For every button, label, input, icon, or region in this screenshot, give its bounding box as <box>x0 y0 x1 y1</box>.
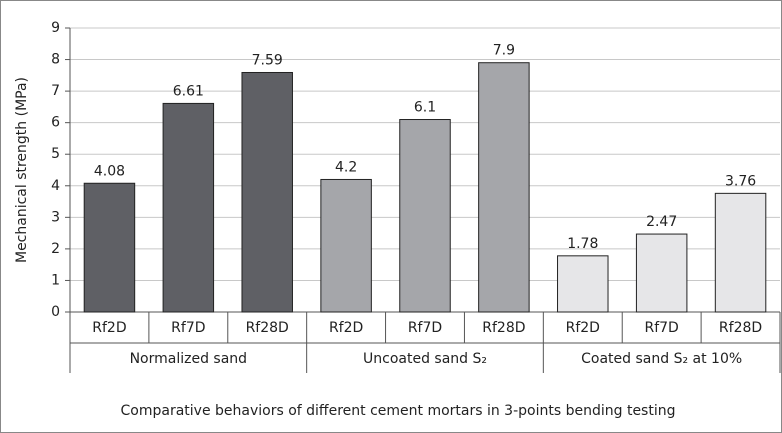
x-tick-label: Rf28D <box>246 320 289 336</box>
value-label: 7.59 <box>252 52 283 68</box>
group-label: Uncoated sand S₂ <box>363 351 487 367</box>
x-tick-label: Rf2D <box>566 320 600 336</box>
group-label: Normalized sand <box>130 351 247 367</box>
x-tick-label: Rf2D <box>92 320 126 336</box>
x-tick-label: Rf7D <box>644 320 678 336</box>
value-label: 4.2 <box>335 159 357 175</box>
y-tick-label: 7 <box>51 83 60 99</box>
x-tick-label: Rf28D <box>719 320 762 336</box>
value-label: 1.78 <box>567 236 598 252</box>
bar <box>478 62 530 313</box>
y-tick-label: 6 <box>51 115 60 131</box>
x-tick-label: Rf7D <box>408 320 442 336</box>
bar <box>635 233 688 313</box>
y-tick-label: 3 <box>51 209 60 225</box>
y-tick-label: 1 <box>51 272 60 288</box>
value-label: 7.9 <box>493 43 515 59</box>
value-label: 6.61 <box>173 83 204 99</box>
x-tick-label: Rf7D <box>171 320 205 336</box>
x-tick-label: Rf2D <box>329 320 363 336</box>
y-tick-label: 8 <box>51 52 60 68</box>
y-tick-label: 4 <box>51 178 60 194</box>
bar <box>399 119 451 313</box>
value-label: 6.1 <box>414 100 436 116</box>
value-label: 2.47 <box>646 214 677 230</box>
value-label: 3.76 <box>725 173 756 189</box>
y-tick-label: 0 <box>51 304 60 320</box>
y-tick-label: 9 <box>51 20 60 36</box>
bar <box>320 178 372 313</box>
y-tick-label: 5 <box>51 146 60 162</box>
x-tick-label: Rf28D <box>482 320 525 336</box>
x-axis-label: Comparative behaviors of different cemen… <box>121 403 676 419</box>
y-axis-label: Mechanical strength (MPa) <box>14 77 30 263</box>
bar <box>557 255 609 313</box>
bar <box>162 102 215 313</box>
value-label: 4.08 <box>94 163 125 179</box>
y-tick-label: 2 <box>51 241 60 257</box>
group-label: Coated sand S₂ at 10% <box>581 351 742 367</box>
bar <box>714 192 767 313</box>
bar <box>83 182 136 313</box>
bar <box>241 71 293 313</box>
